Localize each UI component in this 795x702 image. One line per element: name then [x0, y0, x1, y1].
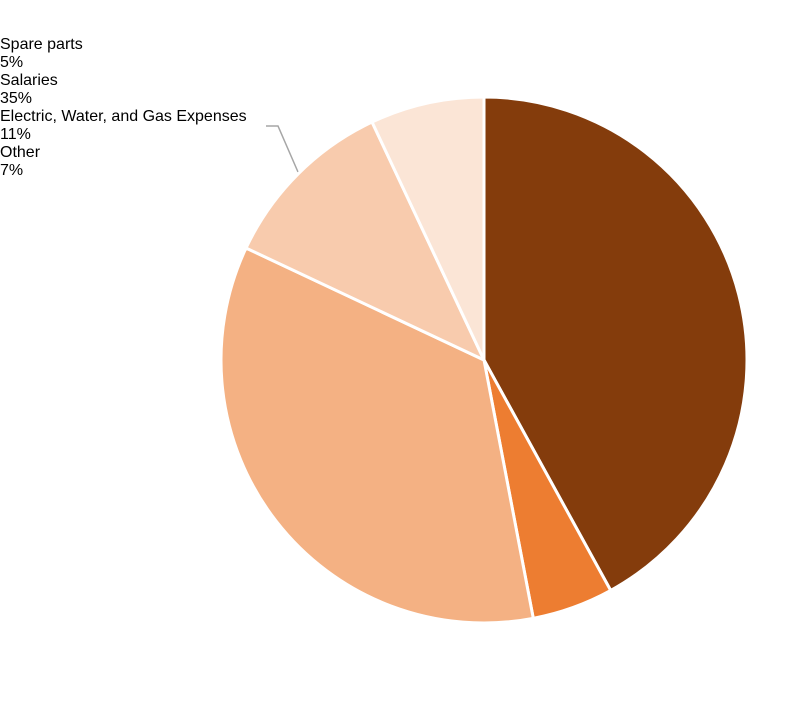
slice-label: Spare parts 5%: [0, 36, 220, 72]
leader-line: [266, 125, 299, 173]
category-label: Spare parts: [0, 36, 83, 53]
slice-label: Other 7%: [0, 144, 150, 180]
slice-label: Salaries 35%: [0, 72, 150, 108]
pie-slice: [244, 120, 488, 364]
slice-label: Electric, Water, and Gas Expenses 11%: [0, 108, 250, 144]
category-label: Salaries: [0, 72, 58, 89]
value-label: 7%: [0, 162, 24, 179]
value-label: 42%: [0, 18, 33, 35]
value-label: 35%: [0, 90, 33, 107]
slice-label: Raw Material 42%: [0, 0, 150, 36]
category-label: Raw Material: [0, 0, 94, 17]
value-label: 11%: [0, 126, 31, 143]
category-label: Electric, Water, and Gas Expenses: [0, 108, 247, 125]
value-label: 5%: [0, 54, 24, 71]
pie-slice: [370, 95, 486, 361]
category-label: Other: [0, 144, 41, 161]
pie-slice: [219, 246, 536, 625]
pie-slice: [482, 95, 749, 593]
